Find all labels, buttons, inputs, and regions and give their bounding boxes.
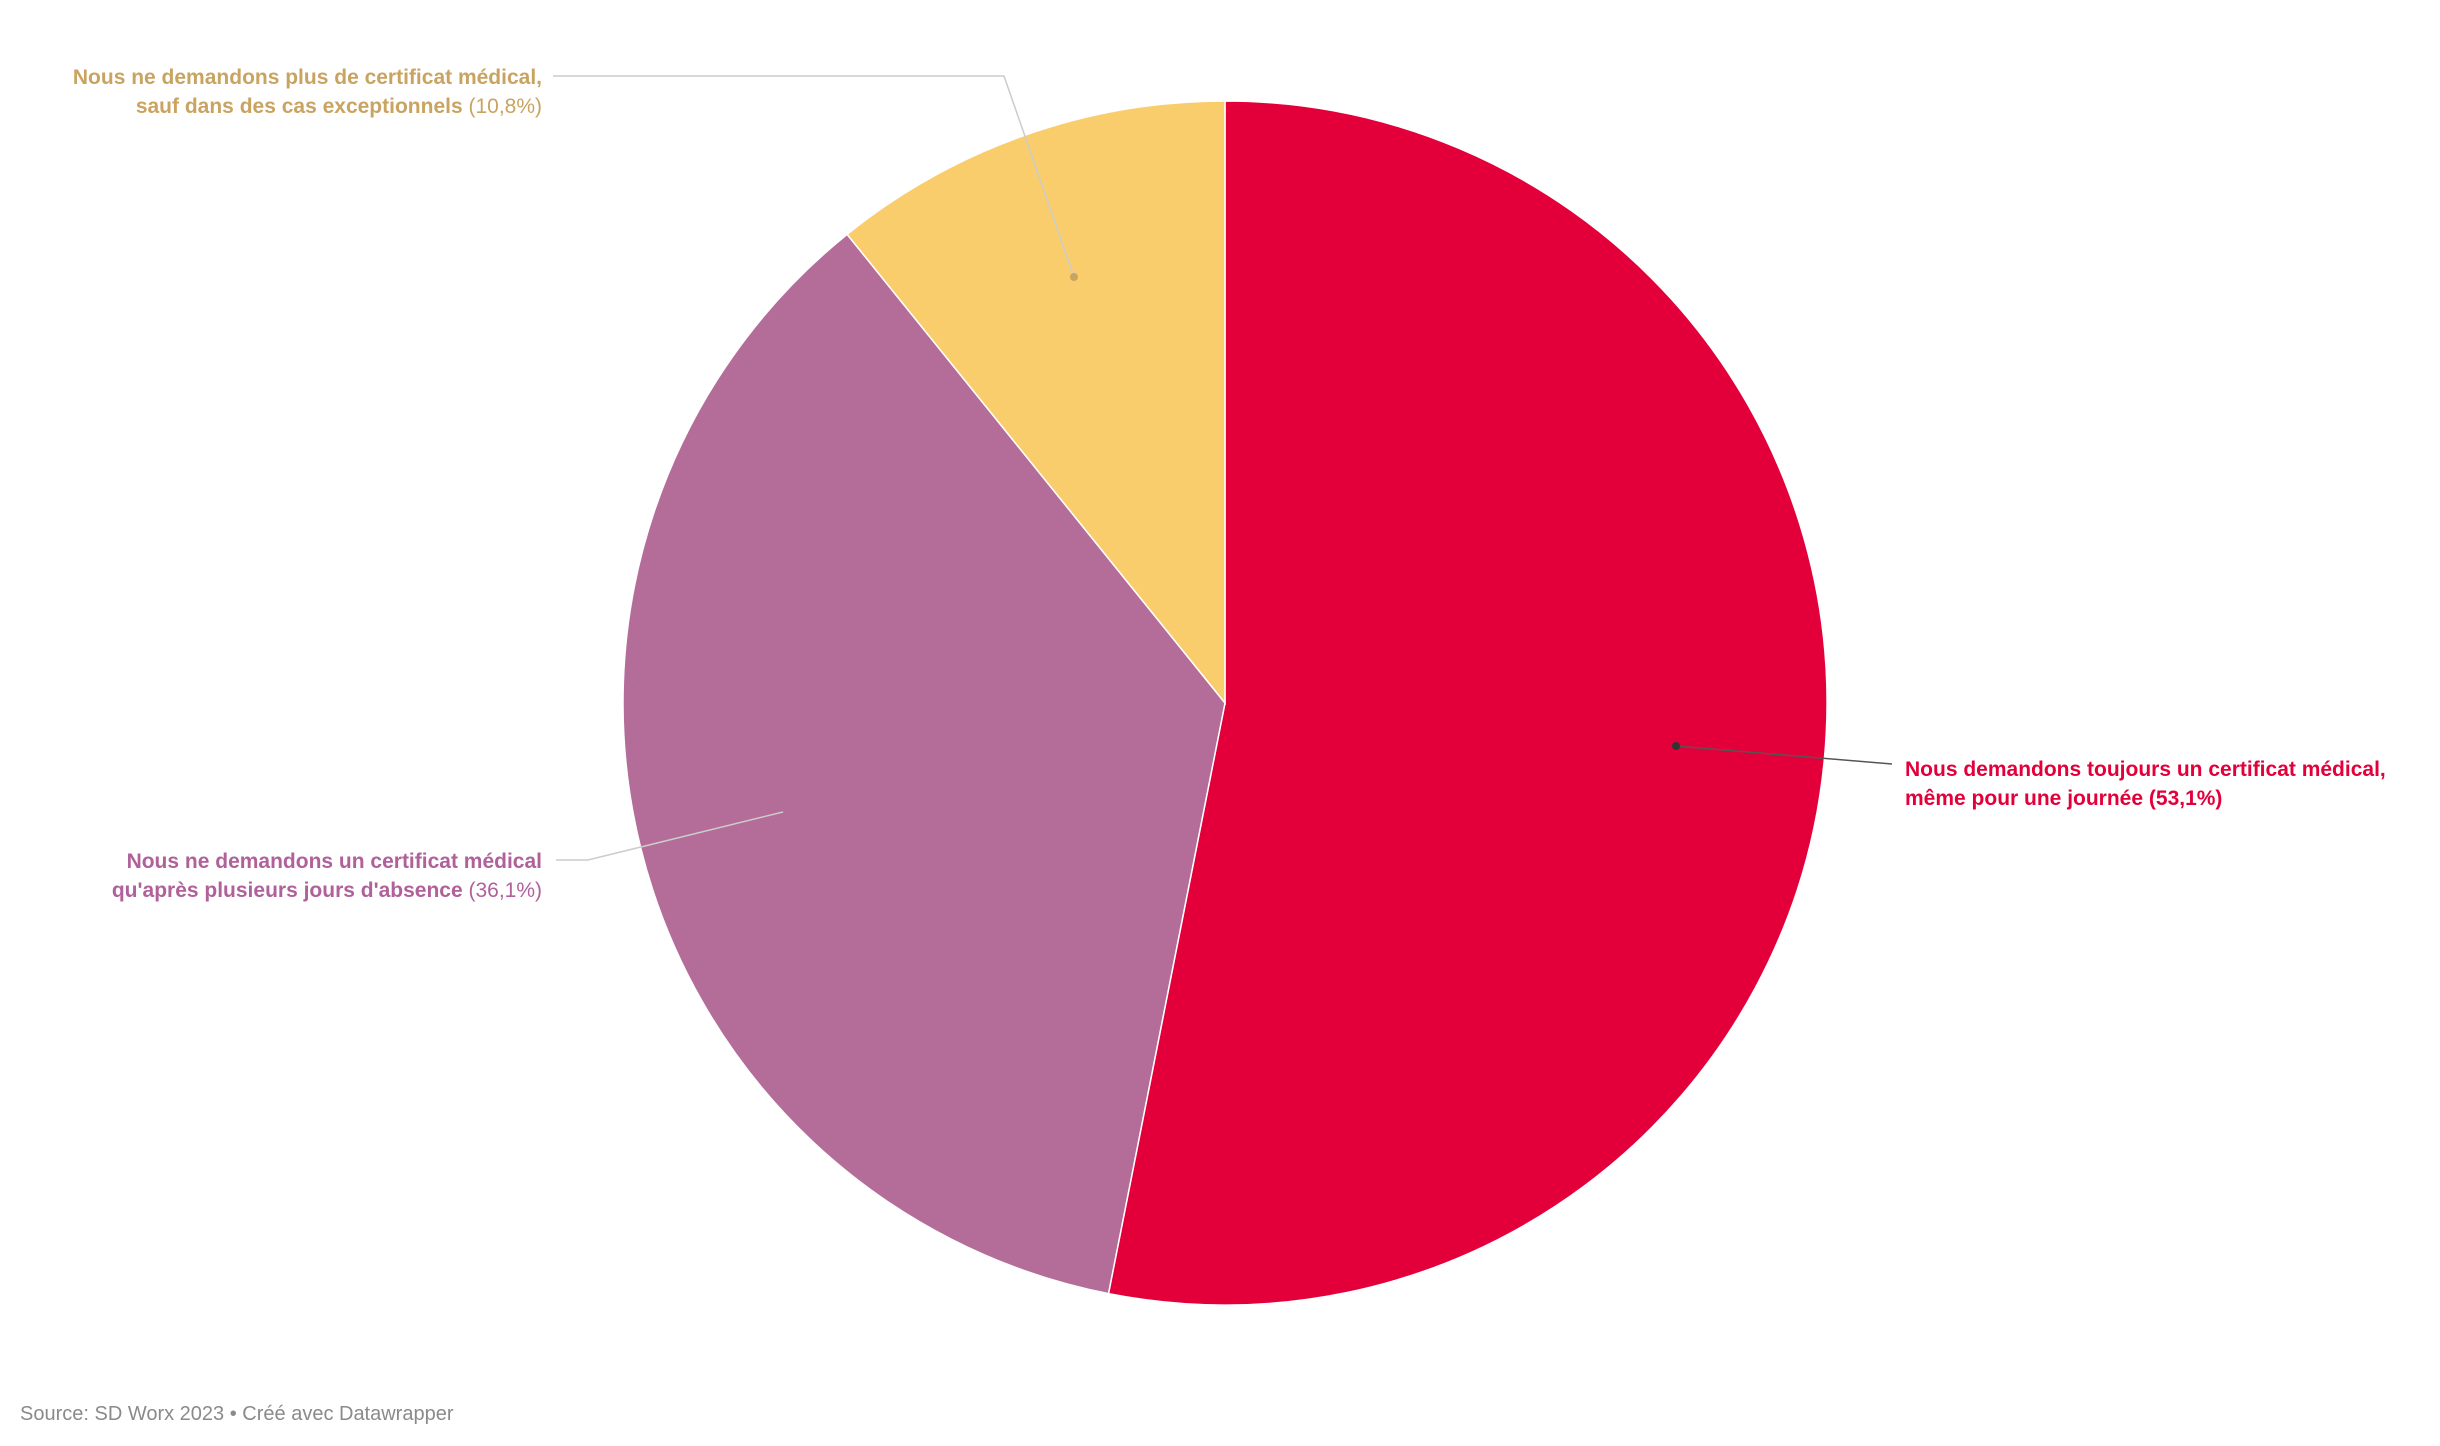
slice-label-line1: Nous demandons toujours un certificat mé… [1905,758,2386,781]
leader-dot [1070,273,1078,281]
slice-label: Nous ne demandons un certificat médical q… [112,850,542,902]
slice-label-line2: sauf dans des cas exceptionnels [136,95,469,118]
slice-value-label: (36,1%) [468,879,542,902]
leader-dot [783,807,791,815]
leader-line [1675,745,1893,765]
leader-line [556,810,788,861]
source-footer: Source: SD Worx 2023 • Créé avec Datawra… [20,1403,454,1425]
leader-line [553,75,1075,278]
slice-label: Nous demandons toujours un certificat mé… [1905,758,2386,810]
slice-value-label: (53,1%) [2149,787,2223,810]
slice-value-label: (10,8%) [468,95,542,118]
slice-label-line2: qu'après plusieurs jours d'absence [112,879,469,902]
slice-label-line2: même pour une journée [1905,787,2149,810]
leader-dot [1672,742,1680,750]
slice-label-line1: Nous ne demandons un certificat médical [127,850,542,873]
slice-label: Nous ne demandons plus de certificat méd… [73,66,542,118]
pie-slice [1107,100,1828,1306]
pie-slices [622,100,1828,1306]
slice-label-line1: Nous ne demandons plus de certificat méd… [73,66,542,89]
leader-lines [553,75,1893,861]
slice-labels: Nous demandons toujours un certificat mé… [73,66,2386,902]
